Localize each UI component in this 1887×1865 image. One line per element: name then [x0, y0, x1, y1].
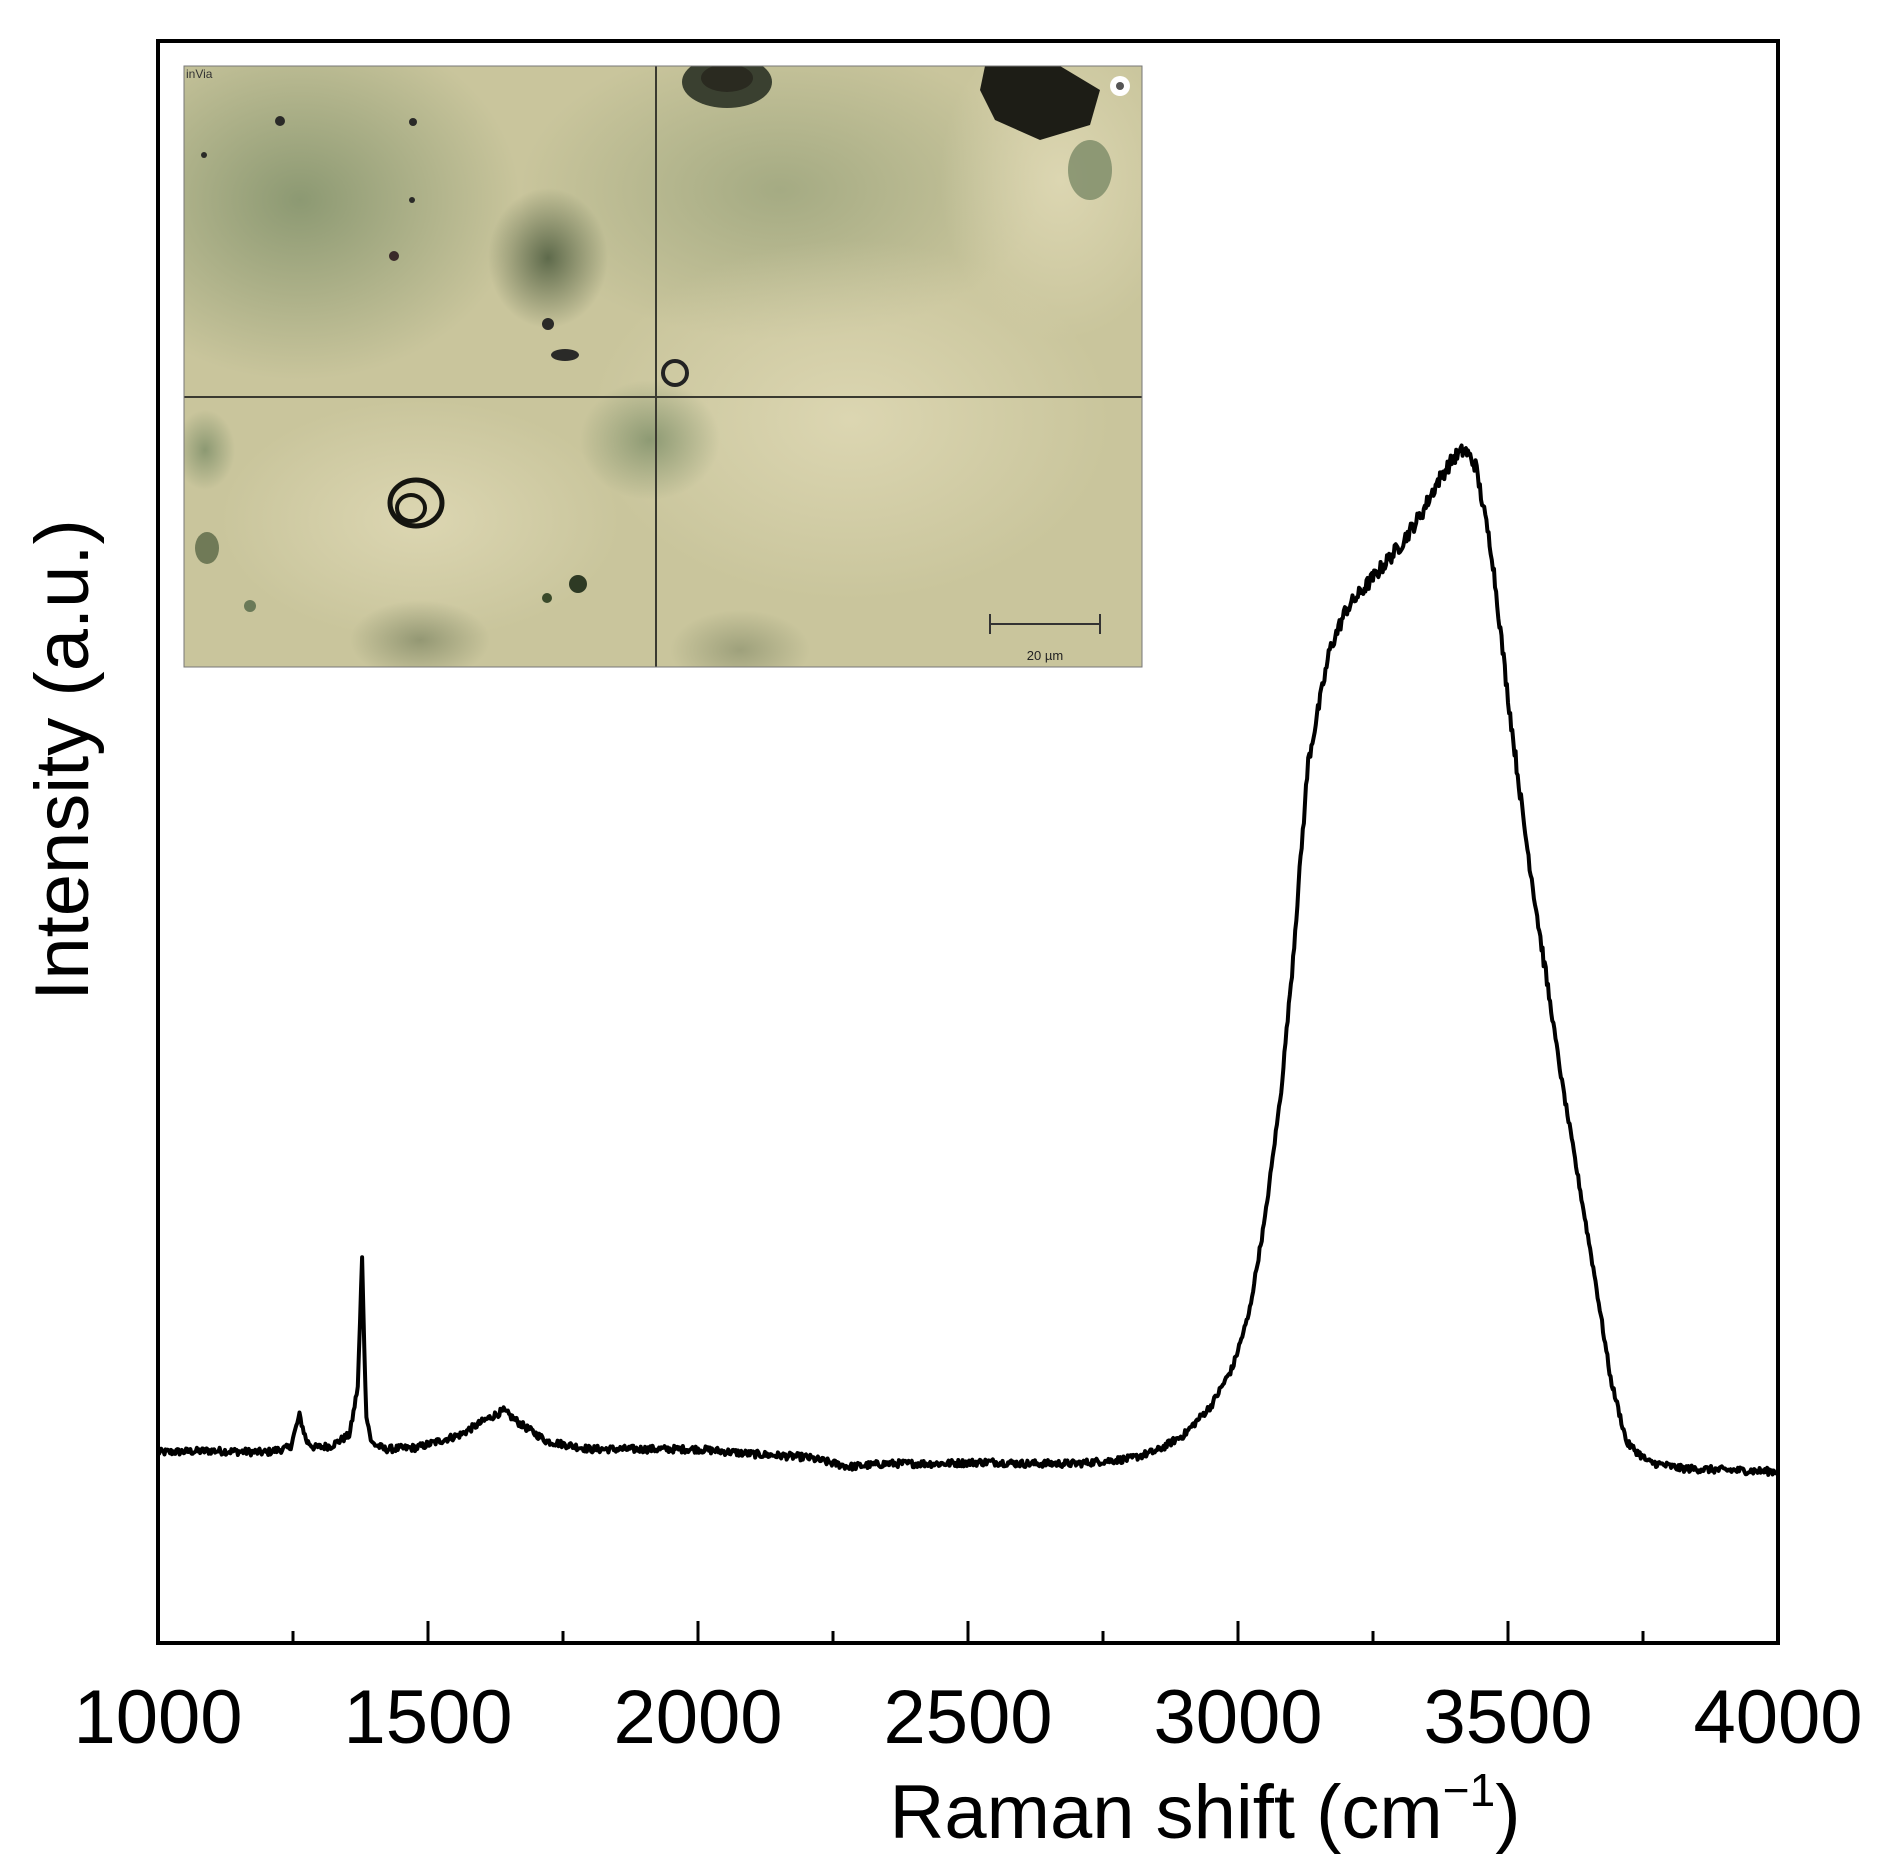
- scale-bar-label: 20 µm: [1027, 648, 1063, 663]
- x-axis-label-superscript: −1: [1443, 1764, 1495, 1816]
- spectrum-line: [156, 443, 1779, 1477]
- y-axis-label: Intensity (a.u.): [20, 519, 105, 1001]
- x-axis-label: Raman shift (cm−1): [890, 1764, 1521, 1855]
- x-tick-label: 2000: [613, 1675, 782, 1760]
- x-axis-label-close: ): [1495, 1770, 1520, 1855]
- x-axis-ticks: [156, 1621, 1780, 1643]
- x-axis-label-main: Raman shift (cm: [890, 1770, 1443, 1855]
- microscope-image-inset: [184, 66, 1142, 667]
- x-tick-label: 4000: [1693, 1675, 1862, 1760]
- x-axis-tick-labels: 1000 1500 2000 2500 3000 3500 4000: [73, 1675, 1862, 1760]
- inset-corner-label: inVia: [186, 67, 213, 81]
- x-tick-label: 2500: [883, 1675, 1052, 1760]
- x-tick-label: 3000: [1153, 1675, 1322, 1760]
- x-tick-label: 1500: [343, 1675, 512, 1760]
- inset-border: [183, 65, 1143, 668]
- x-tick-label: 1000: [73, 1675, 242, 1760]
- x-tick-label: 3500: [1423, 1675, 1592, 1760]
